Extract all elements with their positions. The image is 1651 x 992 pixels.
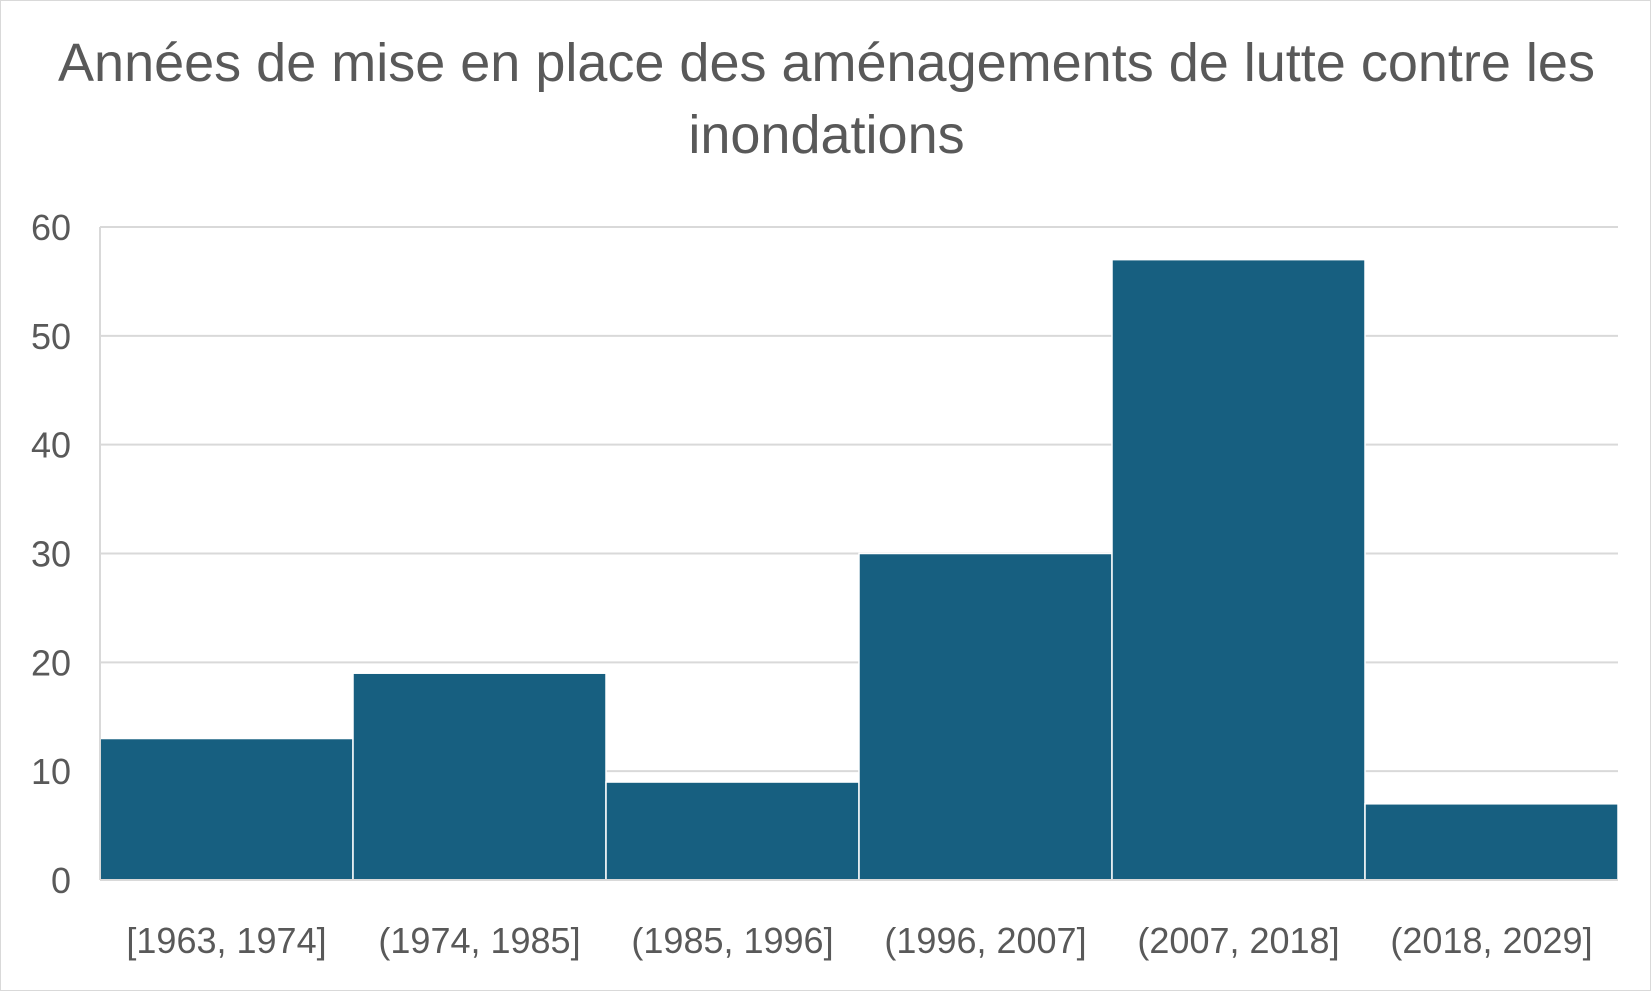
x-tick-label: (1996, 2007] xyxy=(884,920,1086,961)
x-tick-label: (2018, 2029] xyxy=(1390,920,1592,961)
bars xyxy=(99,258,1619,881)
bar-3 xyxy=(858,552,1113,881)
y-tick-label: 10 xyxy=(31,751,71,792)
x-tick-label: [1963, 1974] xyxy=(126,920,326,961)
y-tick-label: 20 xyxy=(31,642,71,683)
x-tick-label: (1985, 1996] xyxy=(631,920,833,961)
y-tick-label: 0 xyxy=(51,860,71,901)
axes xyxy=(99,227,1618,881)
bar-4 xyxy=(1111,258,1366,881)
bar-5 xyxy=(1364,803,1619,881)
y-tick-label: 50 xyxy=(31,316,71,357)
bar-1 xyxy=(352,672,607,881)
chart-title: Années de mise en place des aménagements… xyxy=(58,33,1595,165)
bar-0 xyxy=(99,737,354,881)
y-tick-labels: 0 10 20 30 40 50 60 xyxy=(31,207,71,901)
x-tick-label: (2007, 2018] xyxy=(1137,920,1339,961)
y-tick-label: 60 xyxy=(31,207,71,248)
x-tick-labels: [1963, 1974] (1974, 1985] (1985, 1996] (199… xyxy=(126,920,1592,961)
y-tick-label: 40 xyxy=(31,425,71,466)
y-tick-label: 30 xyxy=(31,534,71,575)
x-tick-label: (1974, 1985] xyxy=(378,920,580,961)
bar-2 xyxy=(605,781,860,881)
